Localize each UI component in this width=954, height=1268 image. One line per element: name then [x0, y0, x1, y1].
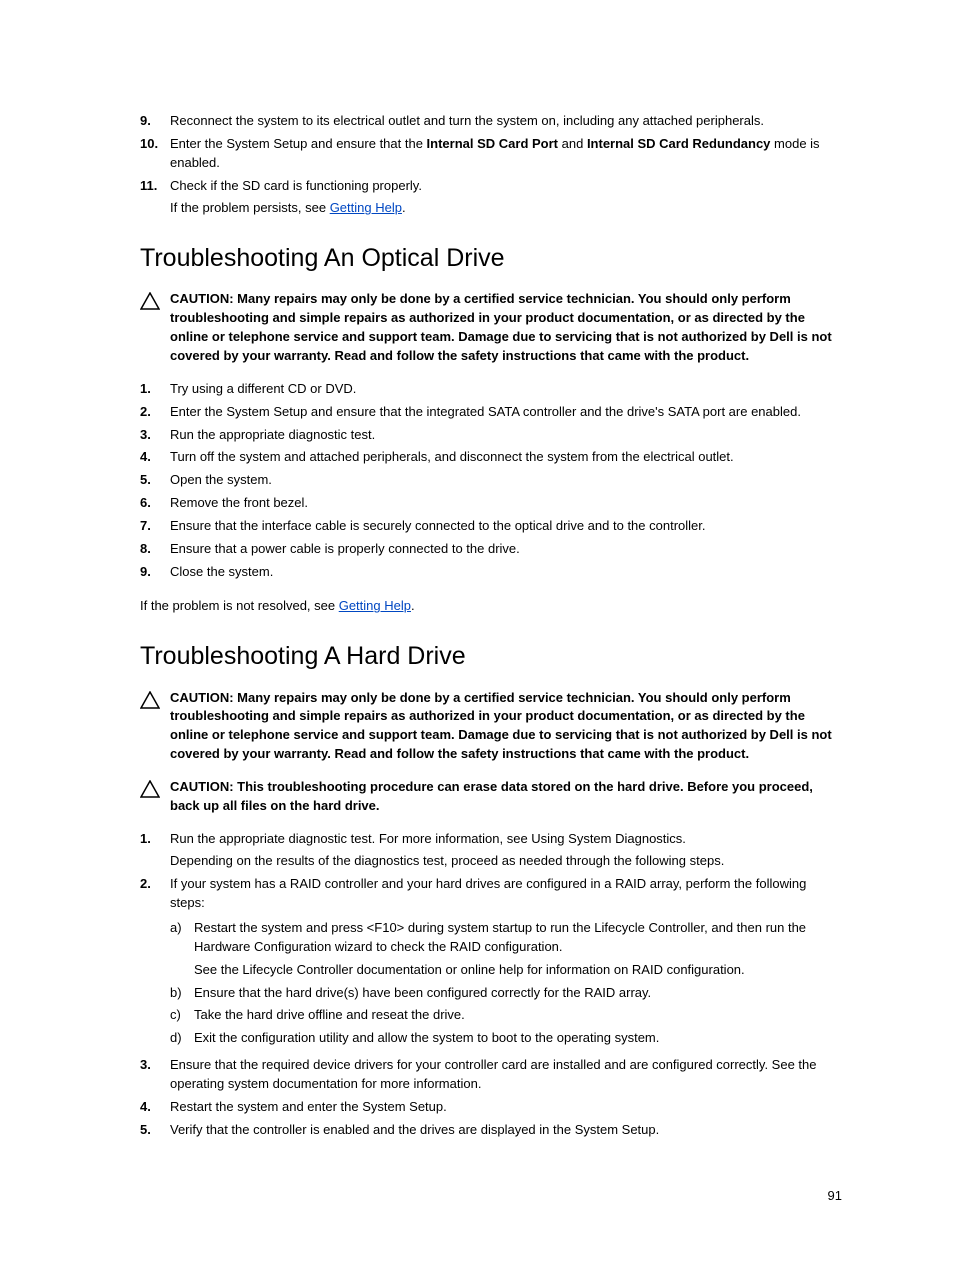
- item-number: 9.: [140, 112, 170, 131]
- item-text: Remove the front bezel.: [170, 494, 842, 513]
- item-number: 11.: [140, 177, 170, 219]
- document-page: 9. Reconnect the system to its electrica…: [0, 0, 954, 1266]
- item-text: Reconnect the system to its electrical o…: [170, 112, 842, 131]
- item-text: Restart the system and enter the System …: [170, 1098, 842, 1117]
- item-sub-text: If the problem persists, see Getting Hel…: [170, 199, 842, 218]
- item-number: 10.: [140, 135, 170, 173]
- item-number: 3.: [140, 1056, 170, 1094]
- sub-item-text: Ensure that the hard drive(s) have been …: [194, 984, 842, 1003]
- item-text: Ensure that a power cable is properly co…: [170, 540, 842, 559]
- list-item: 10. Enter the System Setup and ensure th…: [140, 135, 842, 173]
- list-item: 8.Ensure that a power cable is properly …: [140, 540, 842, 559]
- optical-steps-list: 1.Try using a different CD or DVD. 2.Ent…: [140, 380, 842, 582]
- item-text: Try using a different CD or DVD.: [170, 380, 842, 399]
- caution-icon: [140, 689, 170, 764]
- item-number: 2.: [140, 875, 170, 1052]
- item-number: 1.: [140, 380, 170, 399]
- caution-block: CAUTION: This troubleshooting procedure …: [140, 778, 842, 816]
- caution-icon: [140, 778, 170, 816]
- sub-item-letter: b): [170, 984, 194, 1003]
- section-heading-hard: Troubleshooting A Hard Drive: [140, 638, 842, 674]
- item-text: If your system has a RAID controller and…: [170, 875, 842, 1052]
- item-text: Open the system.: [170, 471, 842, 490]
- sub-list-item: c) Take the hard drive offline and resea…: [170, 1006, 842, 1025]
- hard-steps-list: 1. Run the appropriate diagnostic test. …: [140, 830, 842, 1140]
- item-number: 2.: [140, 403, 170, 422]
- sub-item-letter: a): [170, 919, 194, 980]
- item-text: Run the appropriate diagnostic test.: [170, 426, 842, 445]
- caution-block: CAUTION: Many repairs may only be done b…: [140, 290, 842, 365]
- list-item: 3. Ensure that the required device drive…: [140, 1056, 842, 1094]
- sub-item-text: Take the hard drive offline and reseat t…: [194, 1006, 842, 1025]
- item-text: Enter the System Setup and ensure that t…: [170, 403, 842, 422]
- list-item: 1. Run the appropriate diagnostic test. …: [140, 830, 842, 872]
- sub-item-letter: d): [170, 1029, 194, 1048]
- caution-block: CAUTION: Many repairs may only be done b…: [140, 689, 842, 764]
- item-text: Ensure that the required device drivers …: [170, 1056, 842, 1094]
- caution-text: CAUTION: Many repairs may only be done b…: [170, 290, 842, 365]
- top-numbered-list: 9. Reconnect the system to its electrica…: [140, 112, 842, 218]
- sub-item-subtext: See the Lifecycle Controller documentati…: [194, 961, 842, 980]
- item-number: 3.: [140, 426, 170, 445]
- list-item: 4. Restart the system and enter the Syst…: [140, 1098, 842, 1117]
- item-text: Turn off the system and attached periphe…: [170, 448, 842, 467]
- item-text: Verify that the controller is enabled an…: [170, 1121, 842, 1140]
- list-item: 4.Turn off the system and attached perip…: [140, 448, 842, 467]
- list-item: 2. If your system has a RAID controller …: [140, 875, 842, 1052]
- list-item: 11. Check if the SD card is functioning …: [140, 177, 842, 219]
- item-number: 4.: [140, 1098, 170, 1117]
- list-item: 3.Run the appropriate diagnostic test.: [140, 426, 842, 445]
- list-item: 1.Try using a different CD or DVD.: [140, 380, 842, 399]
- caution-text: CAUTION: Many repairs may only be done b…: [170, 689, 842, 764]
- item-number: 4.: [140, 448, 170, 467]
- item-text: Check if the SD card is functioning prop…: [170, 177, 842, 219]
- item-text: Enter the System Setup and ensure that t…: [170, 135, 842, 173]
- item-number: 7.: [140, 517, 170, 536]
- list-item: 9. Reconnect the system to its electrica…: [140, 112, 842, 131]
- item-text: Close the system.: [170, 563, 842, 582]
- caution-icon: [140, 290, 170, 365]
- item-number: 6.: [140, 494, 170, 513]
- getting-help-link[interactable]: Getting Help: [339, 598, 411, 613]
- item-number: 5.: [140, 1121, 170, 1140]
- item-number: 1.: [140, 830, 170, 872]
- list-item: 5. Verify that the controller is enabled…: [140, 1121, 842, 1140]
- sub-item-letter: c): [170, 1006, 194, 1025]
- sub-list-item: b) Ensure that the hard drive(s) have be…: [170, 984, 842, 1003]
- caution-text: CAUTION: This troubleshooting procedure …: [170, 778, 842, 816]
- item-number: 9.: [140, 563, 170, 582]
- sub-item-text: Exit the configuration utility and allow…: [194, 1029, 842, 1048]
- item-text: Ensure that the interface cable is secur…: [170, 517, 842, 536]
- item-number: 8.: [140, 540, 170, 559]
- item-text: Run the appropriate diagnostic test. For…: [170, 830, 842, 872]
- list-item: 9.Close the system.: [140, 563, 842, 582]
- list-item: 7.Ensure that the interface cable is sec…: [140, 517, 842, 536]
- getting-help-link[interactable]: Getting Help: [330, 200, 402, 215]
- section-heading-optical: Troubleshooting An Optical Drive: [140, 240, 842, 276]
- optical-footer: If the problem is not resolved, see Gett…: [140, 597, 842, 616]
- list-item: 2.Enter the System Setup and ensure that…: [140, 403, 842, 422]
- sub-list: a) Restart the system and press <F10> du…: [170, 919, 842, 1048]
- list-item: 6.Remove the front bezel.: [140, 494, 842, 513]
- sub-item-text: Restart the system and press <F10> durin…: [194, 919, 842, 980]
- sub-list-item: d) Exit the configuration utility and al…: [170, 1029, 842, 1048]
- list-item: 5.Open the system.: [140, 471, 842, 490]
- item-sub-text: Depending on the results of the diagnost…: [170, 852, 842, 871]
- sub-list-item: a) Restart the system and press <F10> du…: [170, 919, 842, 980]
- item-number: 5.: [140, 471, 170, 490]
- page-number: 91: [140, 1187, 842, 1206]
